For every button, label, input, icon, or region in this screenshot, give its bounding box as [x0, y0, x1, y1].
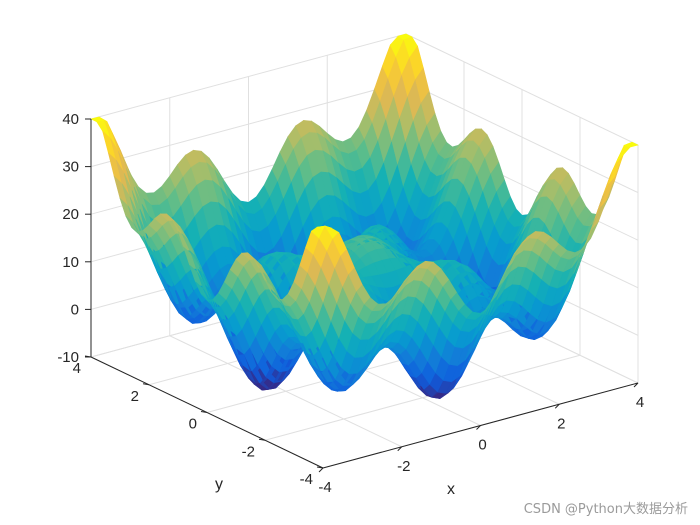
grid-line-sidewall-z: [405, 33, 639, 146]
y-axis-title: y: [215, 476, 223, 493]
surface-patch: [608, 155, 623, 184]
surface-mesh: [90, 33, 639, 399]
y-tick-mark: [316, 466, 324, 469]
z-tick-label: -10: [57, 349, 79, 366]
surface-patch: [623, 141, 639, 148]
surface-patch: [600, 176, 615, 207]
y-tick-label: -2: [242, 443, 255, 460]
y-tick-mark: [200, 411, 208, 413]
x-tick-mark: [554, 403, 560, 409]
z-tick-label: 20: [62, 206, 79, 223]
z-tick-label: 10: [62, 254, 79, 271]
y-tick-label: -4: [300, 471, 313, 488]
watermark: CSDN @Python大数据分析: [523, 502, 688, 517]
x-tick-mark: [476, 425, 481, 430]
x-tick-mark: [633, 382, 639, 388]
axes: [84, 118, 639, 473]
y-tick-label: 2: [131, 388, 139, 405]
x-tick-label: -2: [397, 458, 410, 475]
x-tick-label: 2: [557, 415, 565, 432]
z-tick-label: 0: [71, 301, 79, 318]
x-axis-title: x: [447, 481, 455, 498]
grid-line-sidewall-z: [405, 81, 639, 194]
x-tick-mark: [397, 446, 403, 452]
grid-line-backwall-z: [90, 33, 407, 120]
x-tick-label: 0: [478, 437, 486, 454]
grid-line-backwall-z: [90, 81, 407, 168]
z-tick-label: 40: [62, 111, 79, 128]
y-tick-mark: [142, 383, 150, 386]
surface-patch: [616, 144, 631, 163]
grid-line-floor-y: [264, 354, 581, 441]
y-tick-label: 0: [189, 416, 197, 433]
y-tick-mark: [258, 438, 266, 441]
x-tick-label: -4: [318, 479, 331, 496]
x-tick-label: 4: [636, 394, 644, 411]
z-tick-label: 30: [62, 159, 79, 176]
x-tick-mark: [318, 467, 324, 473]
y-tick-label: 4: [73, 360, 81, 377]
